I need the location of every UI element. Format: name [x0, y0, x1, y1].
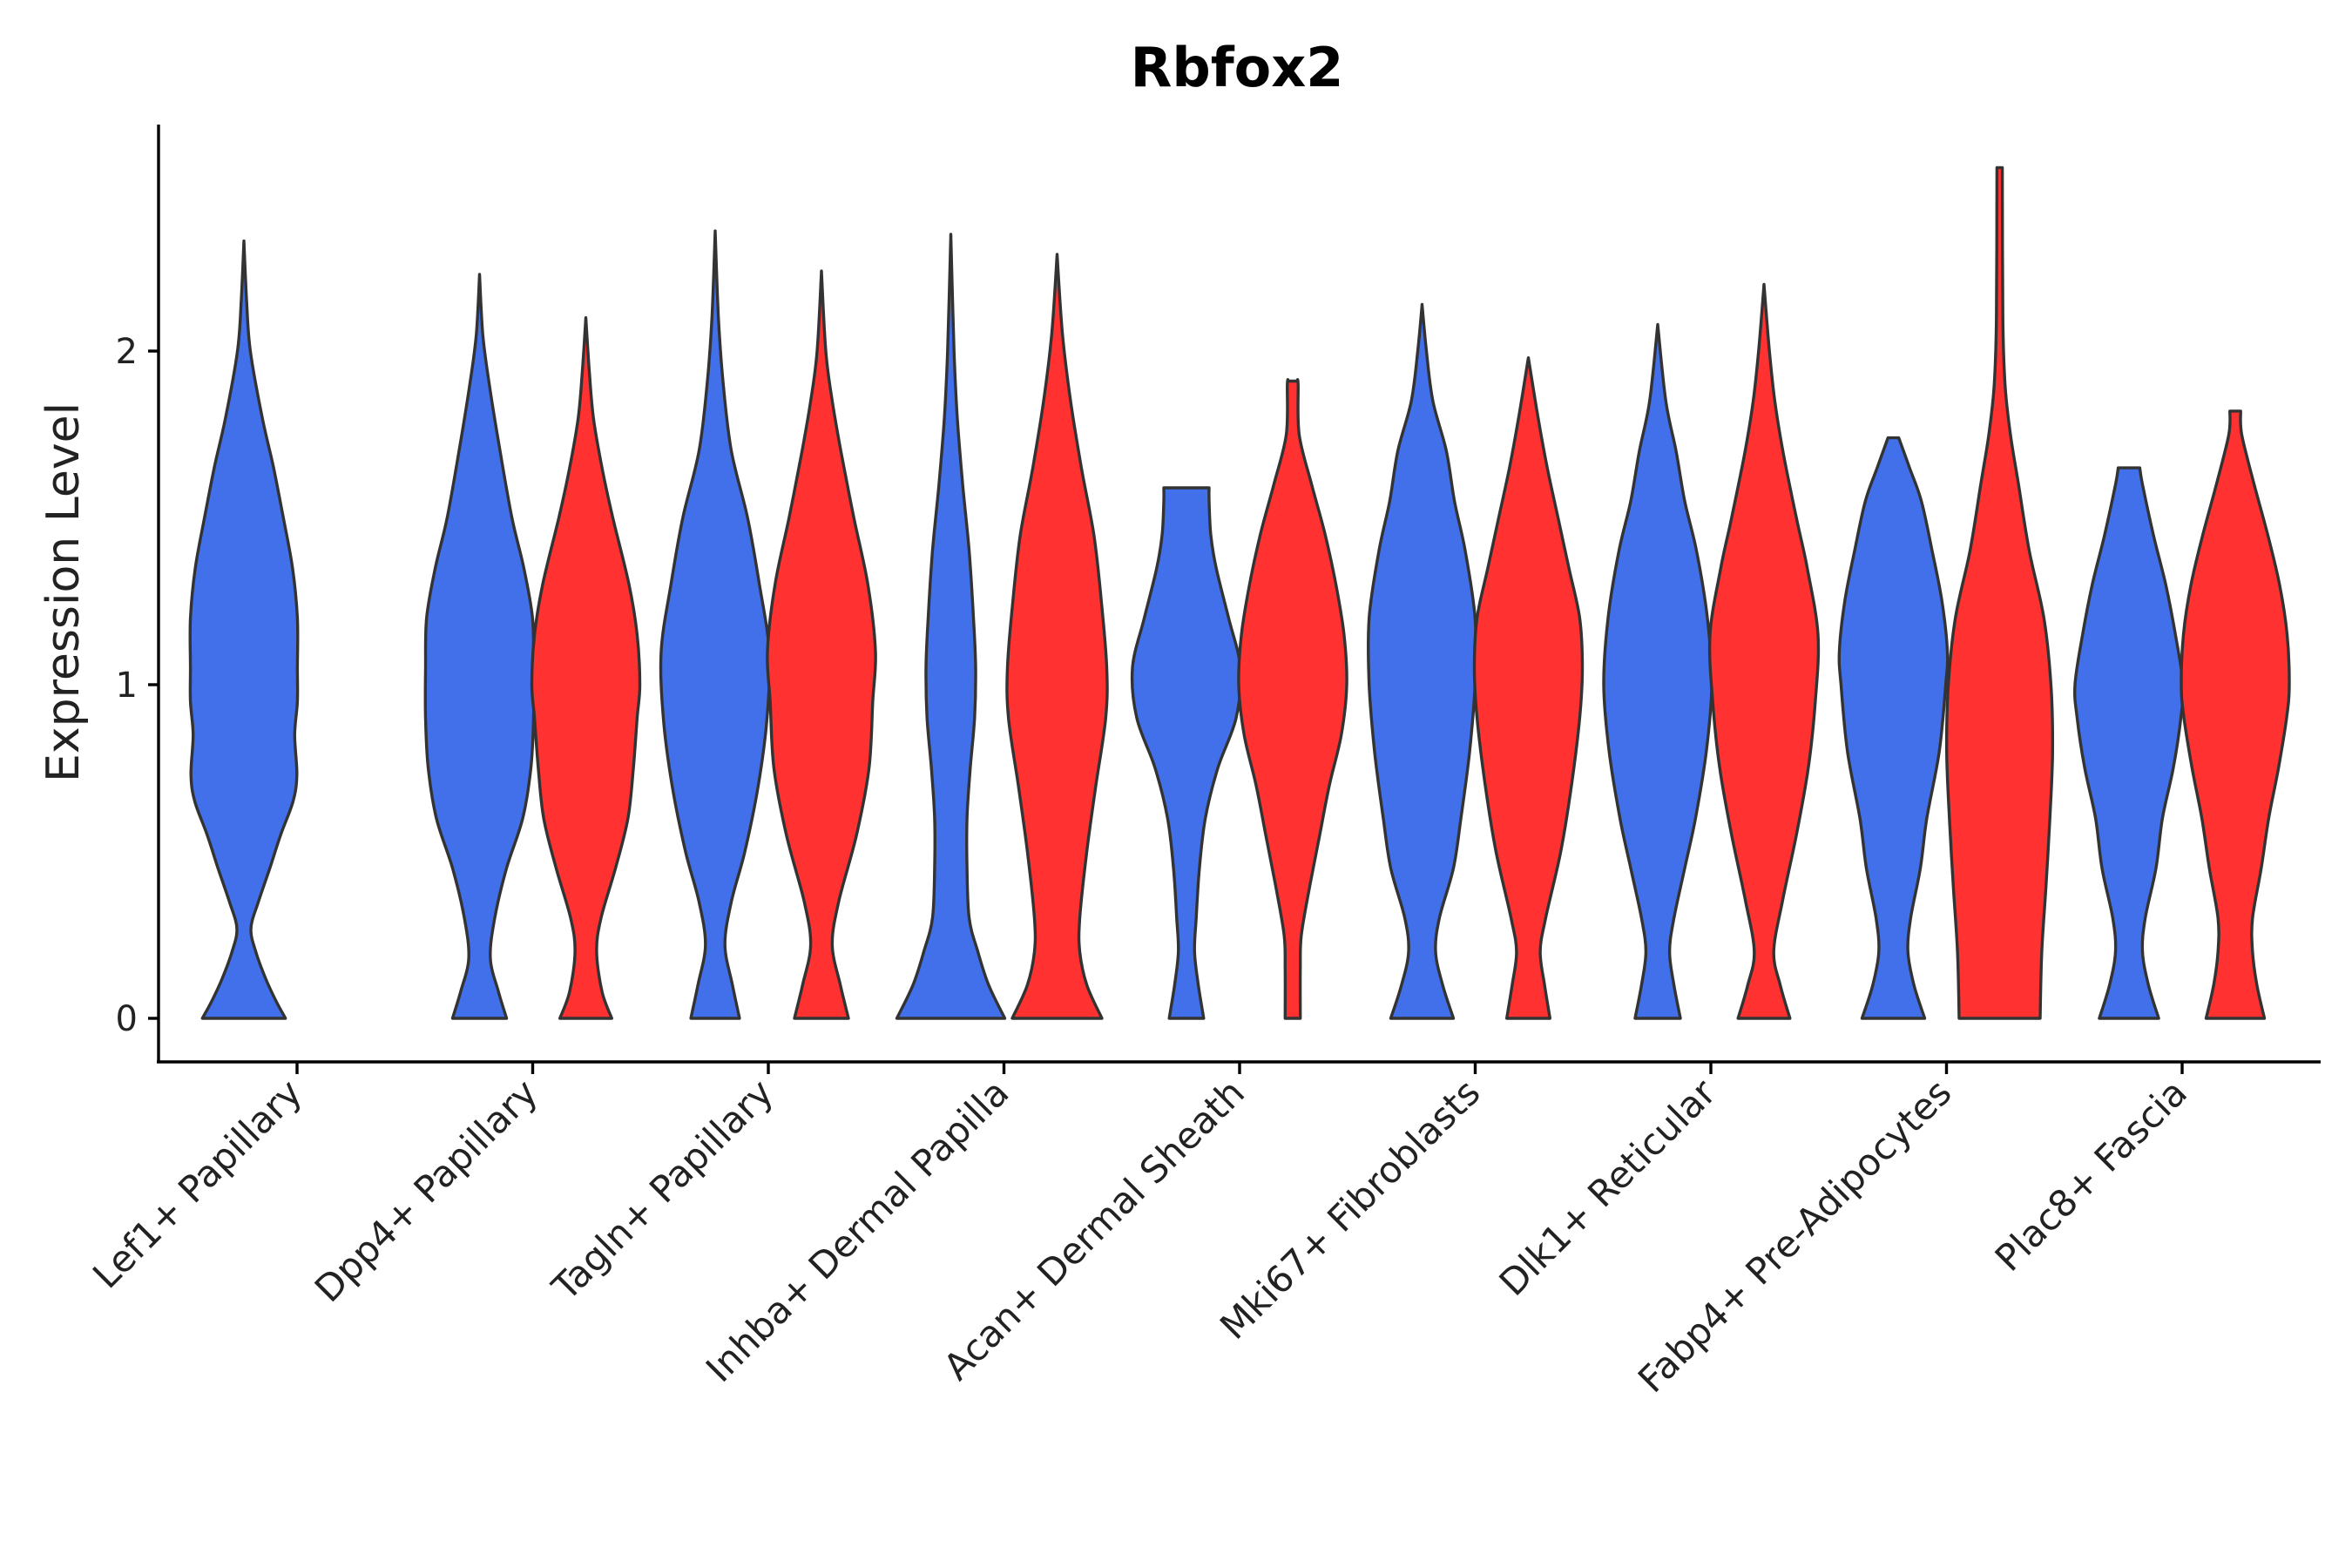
violin-dpp4-papillary-group-1 [423, 273, 536, 1020]
y-tick-label-2: 2 [116, 332, 138, 372]
violin-mki67-fibroblasts-group-1 [1366, 302, 1478, 1020]
chart-title: Rbfox2 [1131, 36, 1344, 99]
y-ticks-layer: 0 1 2 [116, 332, 159, 1039]
y-tick-label-0: 0 [116, 999, 138, 1039]
violin-mki67-fibroblasts-group-2 [1472, 356, 1585, 1020]
violin-inhba-dermal-papilla-group-2 [1005, 253, 1109, 1020]
violin-fabp4-pre-adipocytes-group-1 [1837, 436, 1950, 1020]
violins-layer [188, 166, 2291, 1020]
violin-fabp4-pre-adipocytes-group-2 [1944, 166, 2055, 1020]
violin-dpp4-papillary-group-2 [530, 316, 642, 1020]
violin-acan-dermal-sheath-group-1 [1130, 486, 1243, 1020]
y-axis-label: Expression Level [37, 402, 90, 782]
violin-dlk1-reticular-group-2 [1707, 282, 1821, 1020]
violin-lef1-papillary-group-1 [188, 239, 300, 1020]
violin-plac8-fascia-group-1 [2073, 466, 2185, 1020]
violin-tagln-papillary-group-2 [766, 269, 877, 1020]
violin-tagln-papillary-group-1 [659, 229, 772, 1020]
violin-acan-dermal-sheath-group-2 [1237, 378, 1348, 1020]
y-tick-label-1: 1 [116, 666, 138, 706]
violin-plac8-fascia-group-2 [2180, 409, 2291, 1020]
violin-dlk1-reticular-group-1 [1602, 322, 1713, 1020]
violin-inhba-dermal-papilla-group-1 [895, 233, 1007, 1020]
